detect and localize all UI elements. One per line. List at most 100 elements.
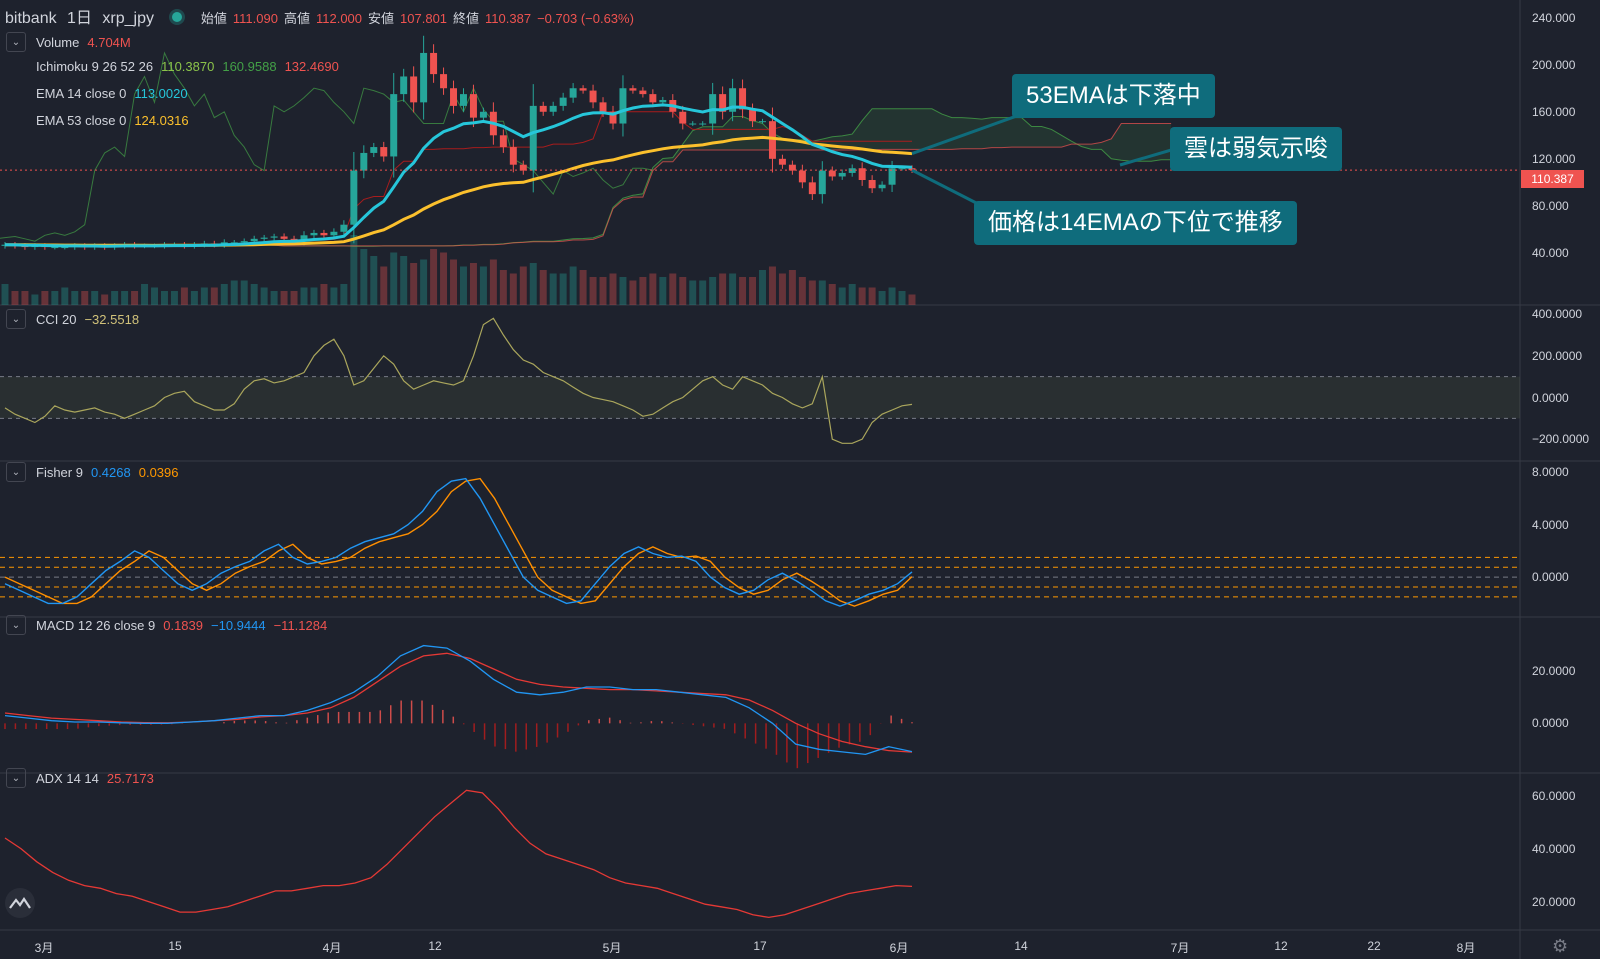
ohlc-label: 安値 <box>368 11 395 26</box>
candle-body <box>469 94 477 118</box>
y-axis-tick-label: 400.0000 <box>1532 307 1583 322</box>
macd-value-2: −10.9444 <box>211 617 266 633</box>
candle-body <box>240 241 248 243</box>
candle-body <box>330 231 338 236</box>
candle-body <box>848 168 856 173</box>
ohlc-label: 高値 <box>283 11 310 26</box>
gear-icon[interactable]: ⚙ <box>1552 936 1569 956</box>
candle-body <box>539 105 547 112</box>
adx-value: 25.7173 <box>106 770 154 786</box>
volume-bar <box>230 280 238 305</box>
candle-body <box>400 76 408 95</box>
adx-line <box>4 789 913 919</box>
y-axis-tick-label: 40.000 <box>1532 245 1569 260</box>
volume-bar <box>340 284 348 305</box>
candle-body <box>768 121 776 159</box>
volume-bar <box>749 277 757 305</box>
x-axis-tick-label: 17 <box>753 939 767 953</box>
y-axis-tick-label: 20.0000 <box>1532 664 1576 679</box>
volume-bar <box>410 263 418 305</box>
volume-bar <box>240 280 248 305</box>
candle-body <box>410 76 418 103</box>
x-axis-tick-label: 15 <box>168 939 182 953</box>
candle-body <box>230 242 238 244</box>
chevron-down-icon[interactable]: ⌄ <box>6 309 26 329</box>
callout-pointer <box>911 111 1026 155</box>
y-axis-tick-label: 200.000 <box>1532 57 1576 72</box>
volume-bar <box>51 291 59 305</box>
ema14-label: EMA 14 close 0 <box>36 86 127 101</box>
x-axis-tick-label: 14 <box>1014 939 1028 953</box>
last-price-tag: 110.387 <box>1521 170 1584 188</box>
volume-bar <box>430 249 438 305</box>
candle-body <box>898 168 906 170</box>
chevron-down-icon[interactable]: ⌄ <box>6 462 26 482</box>
volume-bar <box>210 287 218 305</box>
volume-bar <box>151 287 158 305</box>
volume-bar <box>280 291 288 305</box>
y-axis-tick-label: 8.0000 <box>1532 465 1569 479</box>
y-axis-tick-label: 4.0000 <box>1532 517 1569 532</box>
y-axis-tick-label: 40.0000 <box>1532 841 1576 856</box>
x-axis-tick-label: 6月 <box>889 941 909 955</box>
candle-body <box>778 158 786 165</box>
callout-pointer <box>1119 146 1179 167</box>
chevron-down-icon[interactable]: ⌄ <box>6 768 26 788</box>
candle-body <box>659 100 667 103</box>
fisher-value-1: 0.4268 <box>90 464 131 480</box>
volume-bar <box>190 291 198 305</box>
candle-body <box>699 123 707 125</box>
candle-body <box>739 88 747 110</box>
volume-bar <box>499 270 507 305</box>
volume-bar <box>539 270 547 305</box>
volume-legend: ⌄ Volume 4.704M <box>6 32 131 52</box>
candle-body <box>390 94 398 157</box>
candle-body <box>569 88 577 98</box>
volume-bar <box>818 280 826 305</box>
ema53-value: 124.0316 <box>134 113 189 128</box>
cci-legend: ⌄ CCI 20 −32.5518 <box>6 309 139 329</box>
volume-bar <box>111 291 119 305</box>
tradingview-logo-icon[interactable] <box>5 888 35 918</box>
volume-bar <box>519 266 527 305</box>
candle-body <box>609 111 617 124</box>
volume-bar <box>689 280 697 305</box>
volume-bar <box>619 277 627 305</box>
candle-body <box>350 170 358 225</box>
volume-bar <box>838 287 846 305</box>
y-axis-tick-label: 80.000 <box>1532 198 1569 213</box>
candle-body <box>360 152 368 171</box>
volume-bar <box>479 266 487 305</box>
interval[interactable]: 1日 <box>67 10 92 27</box>
candle-body <box>729 88 737 112</box>
volume-bar <box>91 291 99 305</box>
y-axis-tick-label: 240.000 <box>1532 10 1576 25</box>
candle-body <box>320 232 328 236</box>
cci-value: −32.5518 <box>84 311 140 327</box>
candle-body <box>808 182 816 195</box>
symbol[interactable]: xrp_jpy <box>102 10 154 27</box>
y-axis-tick-label: 20.0000 <box>1532 894 1576 909</box>
ichimoku-span-b <box>264 123 1172 247</box>
volume-bar <box>729 273 737 305</box>
candle-body <box>868 180 876 189</box>
candle-body <box>280 236 288 239</box>
candle-body <box>908 168 916 171</box>
volume-bar <box>141 284 149 305</box>
volume-bar <box>699 280 707 305</box>
ohlc-value: 111.090 <box>232 11 278 26</box>
volume-bar <box>908 294 916 305</box>
volume-bar <box>549 273 557 305</box>
callout-ema53: 53EMAは下落中 <box>1012 74 1215 118</box>
volume-bar <box>81 291 89 305</box>
chevron-down-icon[interactable]: ⌄ <box>6 32 26 52</box>
ohlc-value: 107.801 <box>400 11 448 26</box>
volume-bar <box>579 270 587 305</box>
candle-body <box>450 88 458 106</box>
volume-bar <box>400 256 408 305</box>
candle-body <box>340 224 348 232</box>
chevron-down-icon[interactable]: ⌄ <box>6 615 26 635</box>
candle-body <box>619 88 627 124</box>
y-axis-tick-label: 0.0000 <box>1532 716 1569 731</box>
